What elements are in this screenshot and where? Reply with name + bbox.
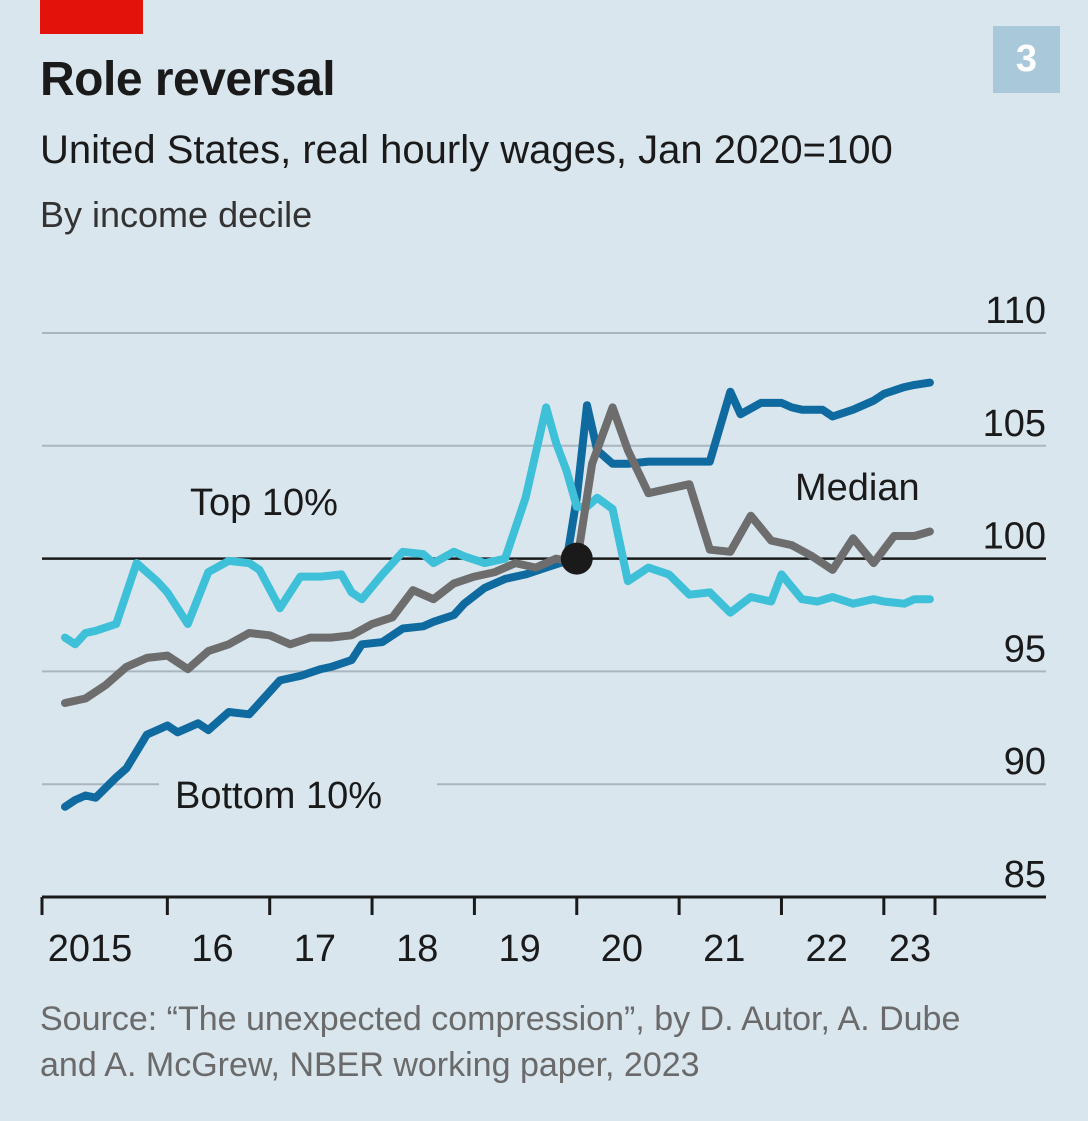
y-tick-label-90: 90 (1004, 741, 1046, 783)
chart-number-badge: 3 (993, 26, 1060, 93)
y-tick-label-85: 85 (1004, 854, 1046, 896)
series-label-bottom-10: Bottom 10% (175, 775, 382, 817)
x-tick-label-2015: 2015 (48, 928, 133, 970)
x-tick-label-16: 16 (191, 928, 233, 970)
chart-subsubtitle: By income decile (40, 194, 313, 235)
line-chart: Top 10% Median Bottom 10% 110 105 100 95 90 85 2… (40, 290, 1046, 970)
x-tick-label-19: 19 (498, 928, 540, 970)
grid-layer (42, 332, 1046, 786)
y-tick-label-100: 100 (983, 516, 1046, 558)
label-layer: Top 10% Median Bottom 10% (159, 467, 920, 820)
series-label-median: Median (795, 467, 920, 509)
series-layer (61, 378, 934, 811)
series-line-median (61, 403, 934, 707)
source-line-2: and A. McGrew, NBER working paper, 2023 (40, 1046, 700, 1084)
y-tick-label-105: 105 (983, 403, 1046, 445)
x-tick-label-21: 21 (703, 928, 745, 970)
chart-title: Role reversal (40, 53, 336, 106)
brand-red-tag (40, 0, 143, 34)
jan-2020-marker (560, 542, 593, 575)
chart-subtitle: United States, real hourly wages, Jan 20… (40, 128, 893, 172)
x-tick-label-23: 23 (889, 928, 931, 970)
source-note: Source: “The unexpected compression”, by… (40, 996, 1040, 1088)
series-label-top-10: Top 10% (190, 482, 338, 524)
series-line-bottom-10 (61, 378, 934, 811)
y-tick-label-110: 110 (985, 290, 1046, 332)
x-tick-label-22: 22 (806, 928, 848, 970)
series-line-top-10 (61, 403, 934, 649)
x-tick-label-20: 20 (601, 928, 643, 970)
source-line-1: Source: “The unexpected compression”, by… (40, 1000, 961, 1038)
axis-layer: 110 105 100 95 90 85 2015 16 17 18 19 20 21 22 23 (40, 290, 1046, 970)
x-tick-label-18: 18 (396, 928, 438, 970)
y-tick-label-95: 95 (1004, 628, 1046, 670)
x-tick-label-17: 17 (294, 928, 336, 970)
series-label-backdrop (159, 768, 437, 820)
